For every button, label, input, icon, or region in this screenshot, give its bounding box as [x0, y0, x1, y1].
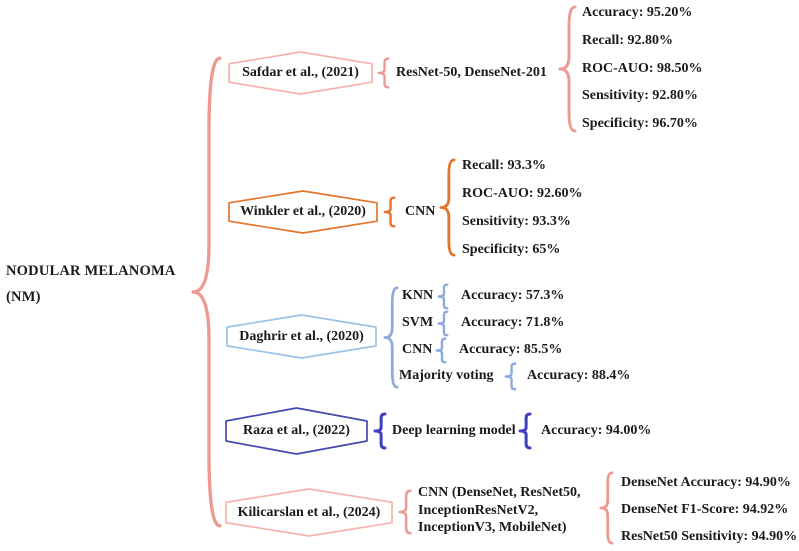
metric-item: Accuracy: 85.5% — [459, 342, 563, 357]
metric-item: DenseNet Accuracy: 94.90% — [621, 475, 791, 490]
model-line: CNN (DenseNet, ResNet50, — [418, 485, 581, 500]
model-label: CNN (DenseNet, ResNet50, InceptionResNet… — [418, 484, 581, 537]
model-label: CNN — [402, 342, 433, 357]
author-label: Winkler et al., (2020) — [240, 204, 366, 219]
metric-item: Accuracy: 71.8% — [461, 315, 565, 330]
author-label: Kilicarslan et al., (2024) — [237, 504, 381, 520]
metric-item: Sensitivity: 93.3% — [462, 214, 571, 229]
metrics-brace — [558, 5, 577, 133]
metric-item: ROC-AUO: 92.60% — [462, 186, 583, 201]
author-label: Safdar et al., (2021) — [242, 65, 359, 80]
metric-brace — [518, 412, 532, 450]
author-label: Raza et al., (2022) — [243, 423, 350, 438]
model-brace — [383, 196, 396, 228]
models-brace — [383, 286, 399, 389]
metrics-list: Accuracy: 95.20% Recall: 92.80% ROC-AUO:… — [582, 4, 703, 133]
model-brace — [373, 412, 387, 450]
model-brace — [398, 489, 412, 535]
model-line: InceptionResNetV2, — [418, 502, 539, 518]
metric-item: ResNet50 Sensitivity: 94.90% — [621, 529, 798, 544]
model-label: ResNet-50, DenseNet-201 — [396, 65, 547, 80]
model-label: SVM — [402, 315, 434, 330]
model-label: CNN — [405, 204, 436, 219]
model-label: Majority voting — [399, 368, 494, 383]
root-title: NODULAR MELANOMA (NM) — [6, 258, 196, 310]
metric-item: Recall: 92.80% — [582, 32, 673, 48]
metric-item: Accuracy: 57.3% — [461, 288, 565, 303]
model-label: KNN — [402, 288, 434, 303]
root-title-line2: (NM) — [6, 289, 41, 305]
author-label: Daghrir et al., (2020) — [239, 328, 364, 344]
metric-item: Accuracy: 94.00% — [541, 423, 652, 438]
author-box-raza: Raza et al., (2022) — [224, 406, 369, 456]
metrics-brace — [599, 471, 614, 545]
model-brace — [377, 57, 390, 89]
model-label: Deep learning model — [392, 423, 516, 438]
metric-item: Sensitivity: 92.80% — [582, 88, 698, 104]
metric-item: Accuracy: 95.20% — [582, 5, 693, 20]
author-box-kilicarslan: Kilicarslan et al., (2024) — [224, 487, 394, 538]
metrics-list: Recall: 93.3% ROC-AUO: 92.60% Sensitivit… — [462, 157, 583, 259]
author-box-safdar: Safdar et al., (2021) — [227, 50, 374, 96]
root-title-line1: NODULAR MELANOMA — [6, 263, 176, 279]
author-box-daghrir: Daghrir et al., (2020) — [225, 313, 378, 360]
metric-item: Specificity: 65% — [462, 242, 561, 257]
root-brace — [191, 56, 222, 528]
metrics-brace — [439, 158, 456, 257]
metric-item: Specificity: 96.70% — [582, 116, 698, 131]
metric-item: Accuracy: 88.4% — [527, 368, 631, 383]
metric-brace — [437, 283, 449, 310]
metric-brace — [437, 310, 449, 337]
metric-brace — [435, 337, 447, 364]
metrics-list: DenseNet Accuracy: 94.90% DenseNet F1-Sc… — [621, 474, 797, 546]
metric-brace — [504, 362, 517, 391]
author-box-winkler: Winkler et al., (2020) — [227, 189, 379, 235]
metric-item: ROC-AUO: 98.50% — [582, 60, 703, 76]
metric-item: Recall: 93.3% — [462, 158, 546, 173]
metric-item: DenseNet F1-Score: 94.92% — [621, 502, 789, 517]
model-line: InceptionV3, MobileNet) — [418, 520, 567, 535]
